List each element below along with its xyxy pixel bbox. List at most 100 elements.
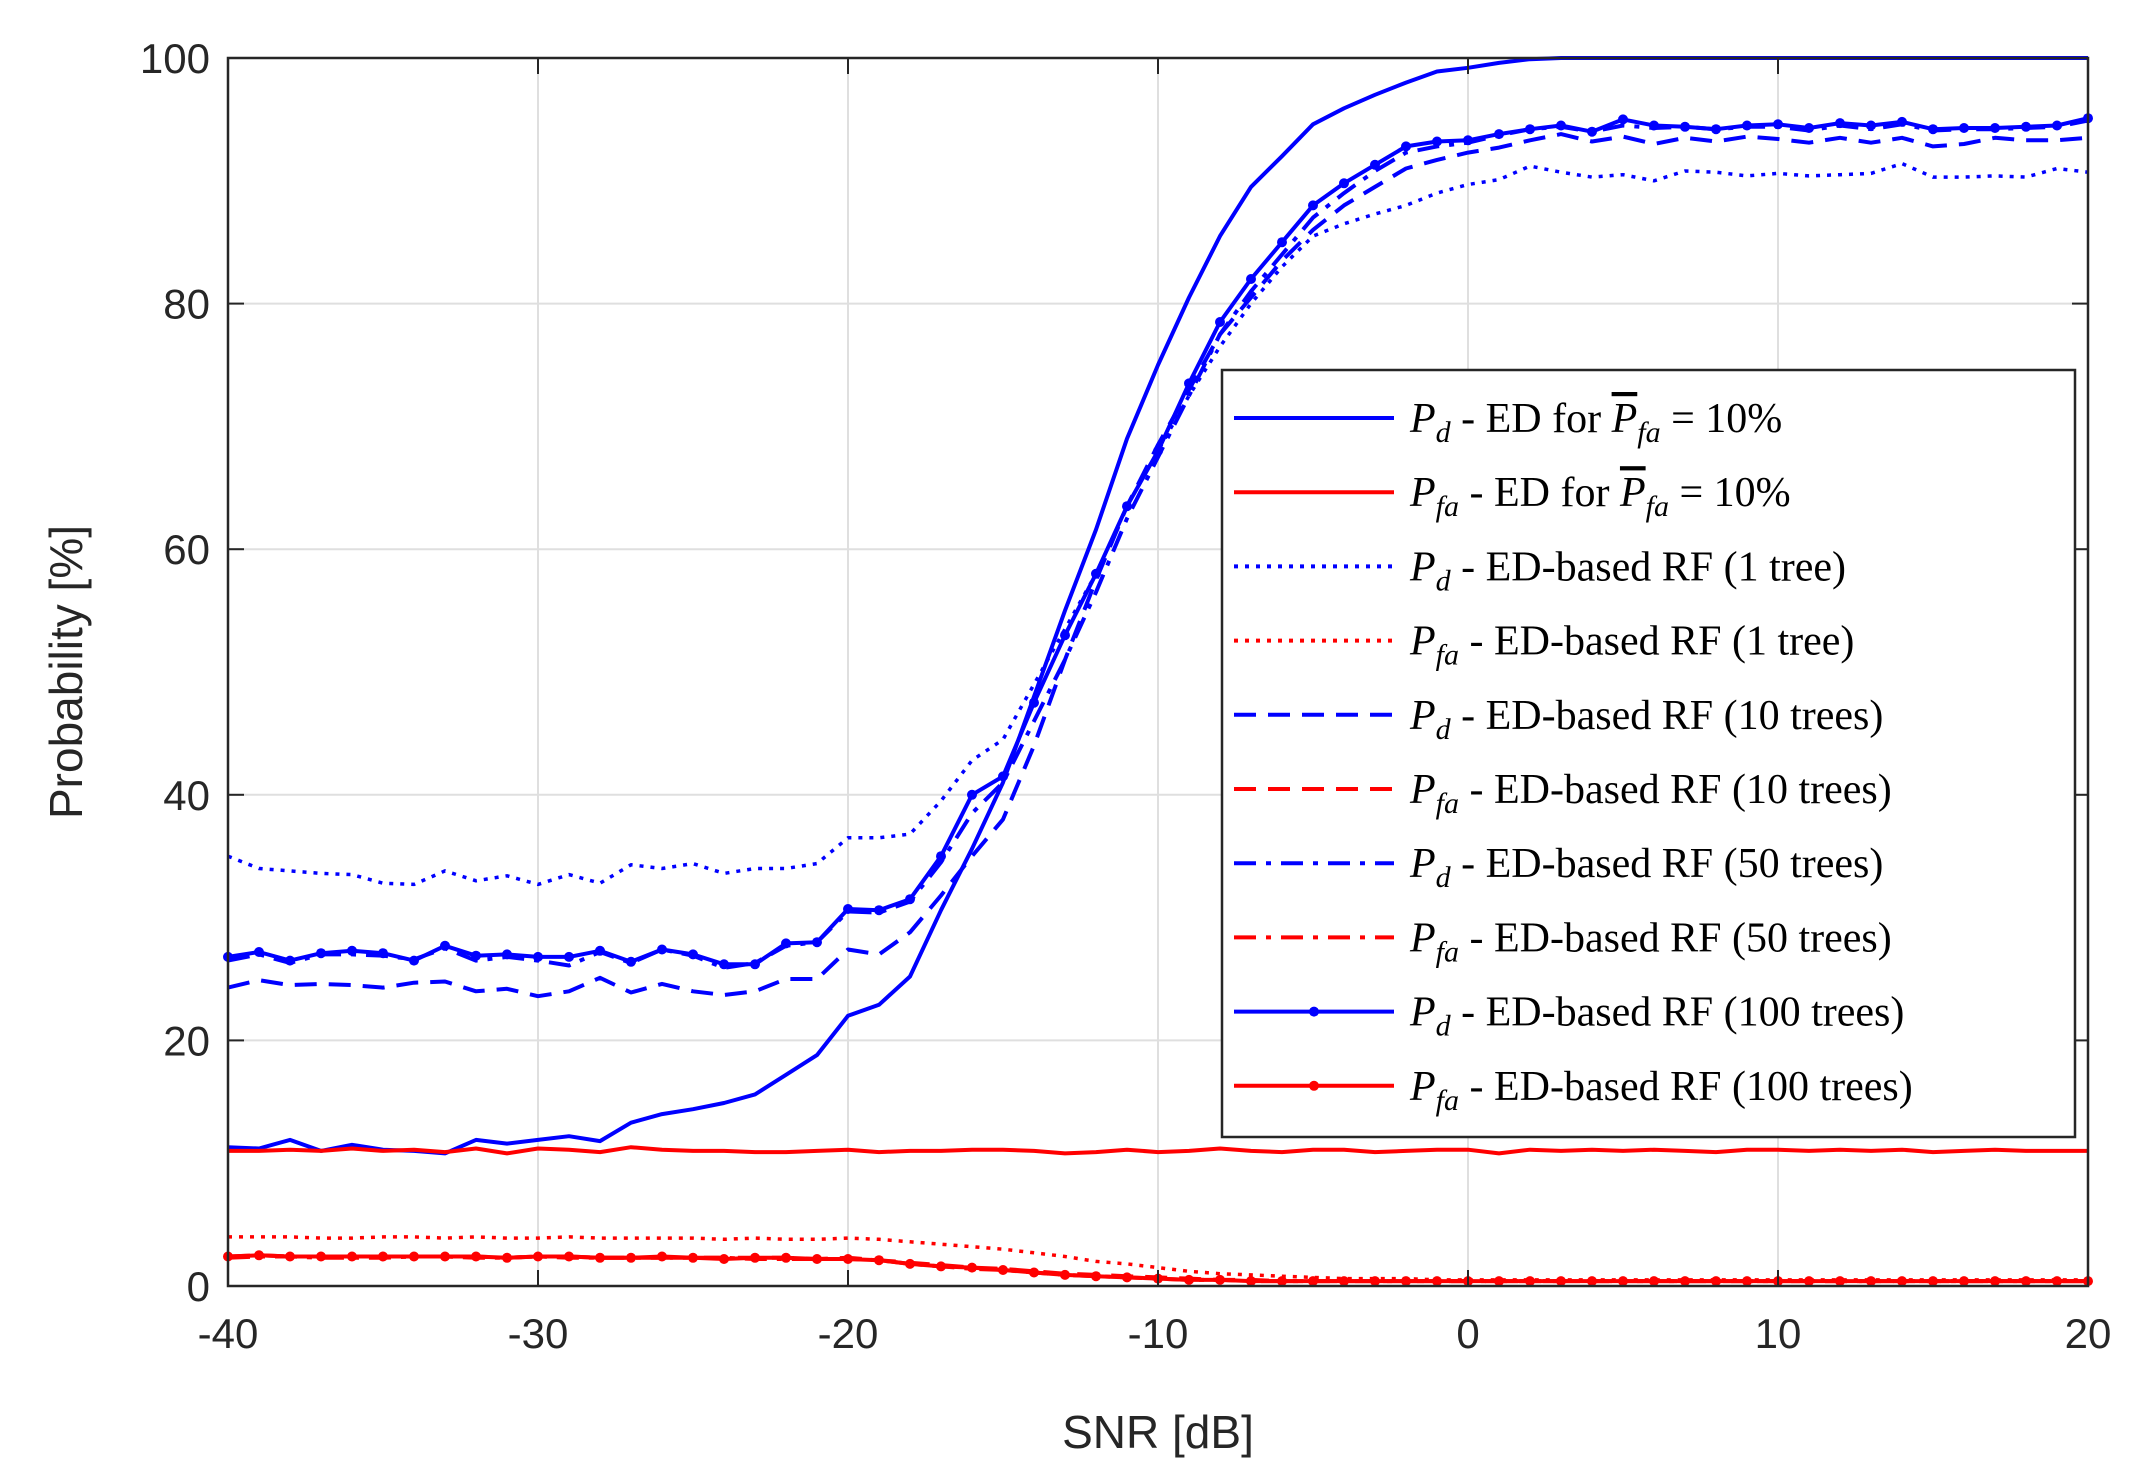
legend-label-8: Pfa - ED-based RF (50 trees) <box>1409 915 1892 968</box>
series-point <box>874 905 884 916</box>
legend-label-6: Pfa - ED-based RF (10 trees) <box>1409 767 1892 820</box>
series-point <box>1742 1276 1752 1287</box>
series-point <box>440 940 450 951</box>
series-point <box>316 1251 326 1262</box>
series-point <box>905 1258 915 1269</box>
legend-text-body: - ED-based RF (1 tree) <box>1451 544 1846 590</box>
series-point <box>1060 1269 1070 1280</box>
legend-subscript: d <box>1436 416 1452 449</box>
series-point <box>967 1262 977 1273</box>
legend-symbol: P <box>1409 619 1436 665</box>
legend-text-body: - ED-based RF (1 tree) <box>1459 619 1854 665</box>
legend-symbol: P <box>1409 915 1436 961</box>
series-point <box>1401 1276 1411 1287</box>
legend-subscript-2: fa <box>1637 416 1660 449</box>
series-point <box>1308 200 1318 211</box>
series-point <box>1835 118 1845 129</box>
series-point <box>1184 1274 1194 1285</box>
series-point <box>440 1251 450 1262</box>
series-point <box>285 955 295 966</box>
series-point <box>1556 120 1566 131</box>
legend-subscript: fa <box>1436 935 1459 968</box>
legend-symbol: P <box>1409 767 1436 813</box>
series-point <box>316 948 326 959</box>
series-point <box>1680 121 1690 132</box>
x-tick-label: -10 <box>1128 1310 1189 1357</box>
series-point <box>378 1251 388 1262</box>
series-point <box>502 949 512 960</box>
series-point <box>998 1265 1008 1275</box>
legend-text-body: - ED-based RF (100 trees) <box>1459 1064 1913 1110</box>
series-point <box>1029 1267 1039 1278</box>
series-point <box>1277 1276 1287 1287</box>
series-point <box>750 1252 760 1263</box>
series-point <box>657 944 667 955</box>
series-point <box>1711 1276 1721 1287</box>
series-point <box>1215 317 1225 327</box>
series-point <box>1153 446 1163 456</box>
x-tick-label: 20 <box>2065 1310 2112 1357</box>
series-point <box>1959 123 1969 133</box>
series-point <box>1618 1276 1628 1287</box>
legend-symbol: P <box>1409 693 1436 739</box>
legend-label-9: Pd - ED-based RF (100 trees) <box>1409 990 1904 1043</box>
series-point <box>285 1251 295 1262</box>
series-point <box>688 949 698 960</box>
y-axis-label: Probability [%] <box>40 525 92 819</box>
legend-label-4: Pfa - ED-based RF (1 tree) <box>1409 619 1854 672</box>
series-point <box>254 947 264 957</box>
series-point <box>1711 124 1721 135</box>
legend-symbol: P <box>1409 1064 1436 1110</box>
series-point <box>1494 129 1504 140</box>
series-point <box>347 1251 357 1262</box>
series-point <box>1804 1276 1814 1287</box>
series-point <box>1432 136 1442 147</box>
legend-text-body: - ED-based RF (50 trees) <box>1459 915 1892 961</box>
series-point <box>564 1251 574 1262</box>
series-point <box>595 1252 605 1263</box>
series-point <box>1184 378 1194 389</box>
series-point <box>874 1255 884 1266</box>
legend-subscript: d <box>1436 861 1452 894</box>
series-point <box>347 945 357 956</box>
series-point <box>1680 1276 1690 1287</box>
series-point <box>1928 124 1938 135</box>
legend-label-3: Pd - ED-based RF (1 tree) <box>1409 544 1846 597</box>
series-point <box>2021 1276 2031 1287</box>
legend-marker-9 <box>1309 1006 1319 1017</box>
legend-symbol: P <box>1409 544 1436 590</box>
series-point <box>781 1252 791 1263</box>
series-point <box>657 1251 667 1262</box>
series-point <box>409 1251 419 1262</box>
legend-label-1: Pd - ED for Pfa = 10% <box>1409 396 1782 449</box>
series-point <box>2052 1276 2062 1287</box>
legend-subscript: d <box>1436 1010 1452 1043</box>
series-point <box>1742 120 1752 131</box>
series-point <box>502 1252 512 1263</box>
series-point <box>254 1250 264 1261</box>
legend-subscript: fa <box>1436 1084 1459 1117</box>
series-point <box>1370 1276 1380 1287</box>
series-line-3 <box>227 161 2089 887</box>
legend-subscript: d <box>1436 713 1452 746</box>
legend-subscript: fa <box>1436 787 1459 820</box>
series-point <box>812 1254 822 1264</box>
series-point <box>1773 119 1783 130</box>
series-point <box>409 955 419 966</box>
series-point <box>378 948 388 959</box>
series-point <box>967 789 977 800</box>
series-point <box>781 938 791 949</box>
series-point <box>1649 1276 1659 1287</box>
series-point <box>1897 1276 1907 1287</box>
series-point <box>936 1261 946 1272</box>
x-tick-label: 0 <box>1456 1310 1479 1357</box>
legend-tail: = 10% <box>1669 470 1791 516</box>
series-point <box>1463 135 1473 146</box>
series-point <box>1866 120 1876 131</box>
series-point <box>1401 141 1411 152</box>
legend-subscript: d <box>1436 564 1452 597</box>
series-point <box>1339 178 1349 189</box>
series-point <box>1060 630 1070 641</box>
legend-text-body: - ED for <box>1459 470 1620 516</box>
legend-text-body: - ED-based RF (100 trees) <box>1451 990 1905 1036</box>
